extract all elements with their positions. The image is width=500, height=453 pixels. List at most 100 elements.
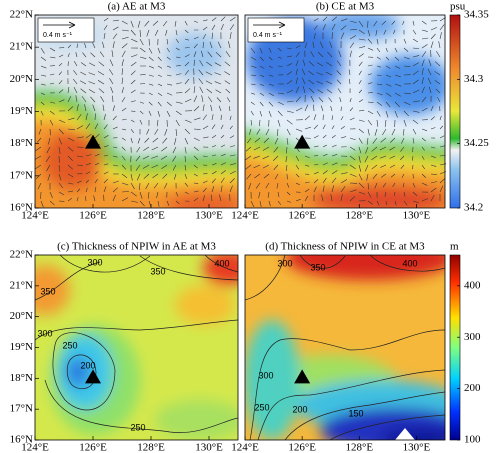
velocity-vector <box>320 105 324 112</box>
velocity-vector <box>317 51 324 58</box>
velocity-vector <box>286 100 294 103</box>
x-tick-label: 130°E <box>403 210 431 222</box>
velocity-vector <box>421 107 428 112</box>
velocity-vector <box>331 153 338 157</box>
salinity-field <box>35 15 238 208</box>
velocity-vector <box>67 86 70 94</box>
velocity-vector <box>40 56 47 61</box>
velocity-vector <box>202 155 208 157</box>
velocity-vector <box>331 144 337 148</box>
velocity-vector <box>205 80 213 85</box>
plot-frame <box>244 254 446 441</box>
velocity-vector <box>349 189 357 193</box>
velocity-vector <box>367 101 374 103</box>
velocity-vector <box>166 38 169 45</box>
velocity-vector <box>40 92 45 95</box>
velocity-vector <box>313 18 319 22</box>
velocity-vector <box>85 187 88 193</box>
velocity-vector <box>139 56 147 60</box>
velocity-vector <box>211 32 213 40</box>
velocity-vector <box>121 97 126 103</box>
velocity-vector <box>268 56 273 61</box>
velocity-vector <box>250 200 255 208</box>
velocity-vector <box>313 171 319 175</box>
velocity-vector <box>103 154 109 157</box>
velocity-vector <box>80 62 87 67</box>
velocity-vector <box>175 110 182 116</box>
velocity-vector <box>103 163 109 166</box>
velocity-vector <box>36 137 42 143</box>
velocity-vector <box>328 97 333 103</box>
velocity-vector <box>295 44 301 49</box>
velocity-vector <box>130 200 138 203</box>
velocity-vector <box>205 71 213 76</box>
velocity-vector <box>35 173 42 180</box>
velocity-vector <box>173 173 177 180</box>
velocity-vector <box>76 104 79 112</box>
velocity-vector <box>411 155 414 161</box>
velocity-vector <box>428 59 432 67</box>
velocity-vector <box>412 200 419 204</box>
x-tick-label: 130°E <box>403 442 431 453</box>
velocity-vector <box>102 104 105 112</box>
velocity-vector <box>157 56 162 61</box>
velocity-vector <box>121 43 128 49</box>
velocity-vector <box>58 137 62 145</box>
velocity-vector <box>286 71 292 76</box>
velocity-vector <box>130 61 137 67</box>
velocity-vector <box>202 187 207 193</box>
velocity-vector <box>393 29 396 35</box>
velocity-vector <box>103 124 108 130</box>
velocity-vector <box>229 185 233 193</box>
velocity-vector <box>85 179 89 184</box>
velocity-vector <box>157 74 162 77</box>
velocity-vector <box>340 136 347 139</box>
velocity-vector <box>88 89 96 94</box>
velocity-vector <box>250 65 257 68</box>
velocity-vector <box>263 173 270 179</box>
contour-label: 250 <box>62 340 77 350</box>
velocity-vector <box>148 110 152 116</box>
velocity-vector <box>153 182 159 189</box>
velocity-vector <box>331 185 335 193</box>
velocity-vector <box>358 173 363 181</box>
y-tick-label: 20°N <box>10 310 33 322</box>
velocity-vector <box>403 38 407 44</box>
velocity-vector <box>79 80 87 85</box>
velocity-vector <box>121 128 127 131</box>
velocity-vector <box>427 77 432 85</box>
velocity-vector <box>319 41 324 49</box>
velocity-vector <box>211 145 217 148</box>
velocity-vector <box>157 200 160 207</box>
velocity-vector <box>139 83 146 85</box>
velocity-vector <box>130 79 136 85</box>
velocity-vector <box>130 182 135 190</box>
velocity-vector <box>358 155 361 163</box>
velocity-vector <box>202 19 208 22</box>
velocity-vector <box>49 56 56 59</box>
velocity-vector <box>202 33 207 40</box>
scale-arrow-head <box>68 21 76 29</box>
velocity-vector <box>130 137 133 144</box>
velocity-vector <box>379 146 387 151</box>
velocity-vector <box>103 32 106 40</box>
velocity-vector <box>322 162 328 166</box>
velocity-vector <box>430 173 437 175</box>
velocity-vector <box>67 44 72 49</box>
velocity-vector <box>367 29 371 37</box>
velocity-vector <box>338 50 342 58</box>
velocity-vector <box>366 173 369 181</box>
velocity-vector <box>139 47 146 53</box>
velocity-vector <box>58 164 61 172</box>
velocity-vector <box>45 155 51 162</box>
velocity-vector <box>148 47 153 54</box>
velocity-vector <box>358 29 365 35</box>
contour-label: 350 <box>40 286 55 296</box>
x-tick-label: 126°E <box>288 442 316 453</box>
velocity-vector <box>157 110 160 117</box>
velocity-vector <box>245 155 252 161</box>
velocity-vector <box>174 137 177 145</box>
velocity-vector <box>112 105 116 112</box>
velocity-vector <box>412 119 419 125</box>
velocity-vector <box>111 50 114 58</box>
